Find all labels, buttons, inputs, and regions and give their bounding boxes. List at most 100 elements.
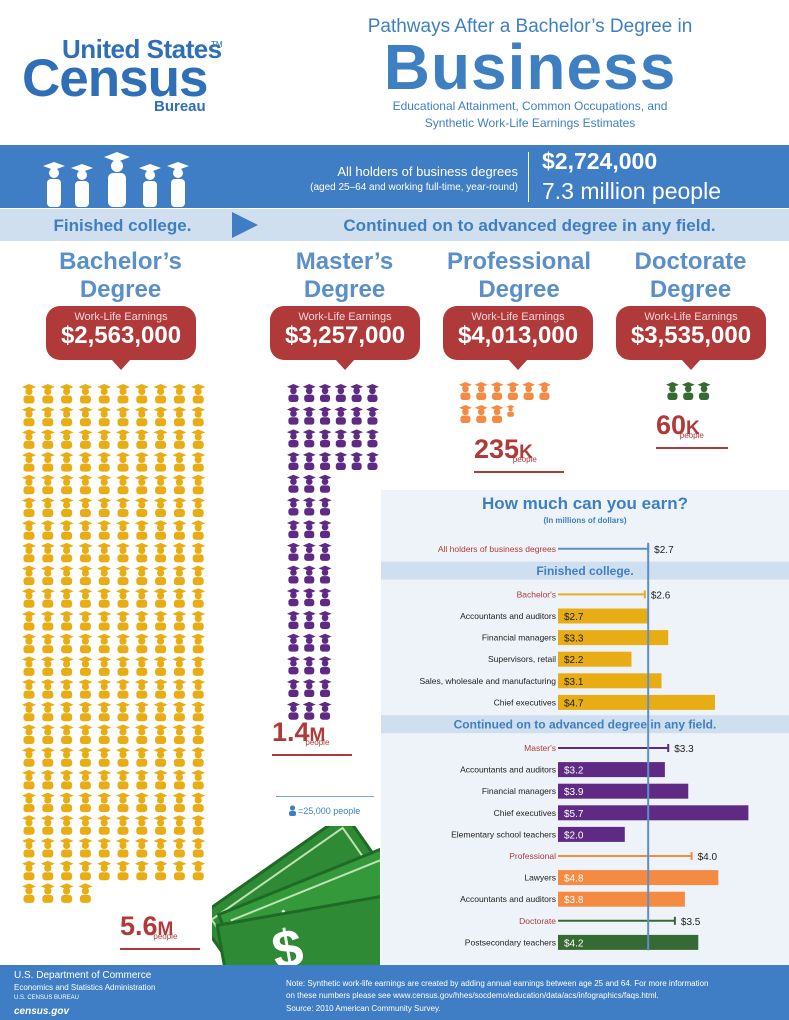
graduate-icon: [22, 565, 36, 586]
graduate-icon: [191, 701, 206, 722]
graduate-icon: [97, 815, 112, 835]
graduate-icon: [287, 497, 300, 516]
earnings-bubble-doctorate: Work-Life Earnings $3,535,000: [616, 306, 766, 370]
section-heading-bar: [381, 715, 789, 734]
graduate-icon: [97, 679, 112, 699]
graduate-icon: [153, 588, 168, 608]
bar-label: Lawyers: [524, 873, 556, 883]
graduate-icon: [78, 611, 93, 631]
graduate-icon: [78, 656, 93, 676]
graduate-icon: [40, 497, 55, 517]
graduate-icon: [97, 860, 112, 881]
graduate-icon: [191, 815, 206, 835]
title-prefix: Pathways After a Bachelor’s Degree in: [367, 16, 693, 37]
graduate-icon: [334, 406, 348, 425]
graduate-icon: [153, 633, 168, 654]
graduate-icon: [302, 384, 316, 402]
graduate-icon: [172, 769, 187, 790]
footer-note-line: Note: Synthetic work-life earnings are c…: [286, 979, 709, 988]
earnings-label: Work-Life Earnings: [298, 311, 392, 323]
graduate-icon: [78, 792, 93, 813]
graduate-icon: [334, 452, 348, 471]
footer-site-link[interactable]: census.gov: [14, 1006, 70, 1017]
count-number: 5.6: [120, 911, 158, 941]
graduate-icon: [59, 815, 74, 835]
graduate-icon: [134, 588, 149, 608]
graduate-icon: [302, 701, 316, 720]
graduate-icon: [191, 452, 206, 472]
graduate-icon: [97, 520, 112, 540]
graduate-icon: [116, 724, 130, 744]
graduate-icon: [97, 724, 112, 744]
graduate-icon: [59, 883, 74, 903]
graduate-icon: [287, 633, 300, 652]
graduate-icon: [78, 452, 93, 472]
subtitle-line-1: Educational Attainment, Common Occupatio…: [392, 99, 668, 113]
graduate-icon: [22, 429, 36, 449]
graduate-icon: [302, 588, 316, 607]
graduate-icon: [153, 542, 168, 563]
graduate-icon: [666, 382, 679, 400]
data-label: $4.8: [564, 874, 584, 885]
graduate-icon: [78, 406, 93, 427]
legend-line: [276, 796, 374, 797]
graduate-icon: [40, 565, 55, 586]
graduate-icon: [287, 406, 300, 425]
graduate-icon: [78, 838, 93, 858]
data-label: $2.2: [564, 655, 584, 666]
graduate-icon: [318, 384, 332, 402]
graduate-icon: [22, 611, 36, 631]
graduate-icon: [366, 429, 379, 448]
graduate-icon: [318, 406, 332, 425]
graduate-icon: [318, 679, 332, 698]
graduate-icon: [191, 679, 206, 699]
doctorate-pictograph: [666, 382, 711, 400]
graduate-icon: [172, 406, 187, 427]
bar-label: Master's: [524, 743, 556, 753]
graduates-pictograph: [22, 384, 379, 903]
count-unit: K: [686, 418, 700, 439]
graduate-icon: [302, 520, 316, 539]
graduate-icon: [318, 656, 332, 675]
graduate-icon: [78, 701, 93, 722]
footer: [0, 965, 789, 1020]
graduate-icon: [22, 747, 36, 767]
graduate-icon: [172, 611, 187, 631]
graduate-icon: [59, 838, 74, 858]
graduate-icon: [191, 406, 206, 427]
count-masters: 1.4Mpeople: [272, 717, 352, 756]
graduate-icon: [59, 520, 74, 540]
arrow-right-icon: [232, 212, 258, 238]
graduate-icon: [40, 701, 55, 722]
count-unit: M: [157, 919, 174, 940]
graduate-icon: [191, 656, 206, 676]
count-suffix: people: [153, 932, 178, 941]
data-label: $4.2: [564, 938, 584, 949]
graduate-icon: [318, 542, 332, 561]
graduate-icon: [287, 611, 300, 629]
graduate-icon: [134, 406, 149, 427]
graduate-icon: [134, 679, 149, 699]
graduate-icon: [134, 452, 149, 472]
graduate-icon: [318, 611, 332, 629]
graduate-icon: [134, 429, 149, 449]
graduate-icon: [318, 474, 332, 493]
graduate-icon: [153, 497, 168, 517]
graduates-group-icon: [43, 152, 189, 207]
graduate-icon: [116, 792, 130, 813]
graduate-icon: [116, 384, 130, 404]
graduate-icon: [287, 656, 300, 675]
graduate-icon: [116, 565, 130, 586]
data-label: $3.3: [564, 634, 584, 645]
graduate-icon: [191, 565, 206, 586]
graduate-icon: [59, 860, 74, 881]
bar: [558, 651, 632, 667]
bar-label: Supervisors, retail: [488, 654, 556, 664]
graduate-icon: [318, 633, 332, 652]
graduate-icon: [172, 633, 187, 654]
graduate-icon: [172, 588, 187, 608]
graduate-icon: [366, 384, 379, 402]
graduate-icon: [172, 701, 187, 722]
bar: [558, 870, 719, 886]
count-suffix: people: [305, 738, 330, 747]
